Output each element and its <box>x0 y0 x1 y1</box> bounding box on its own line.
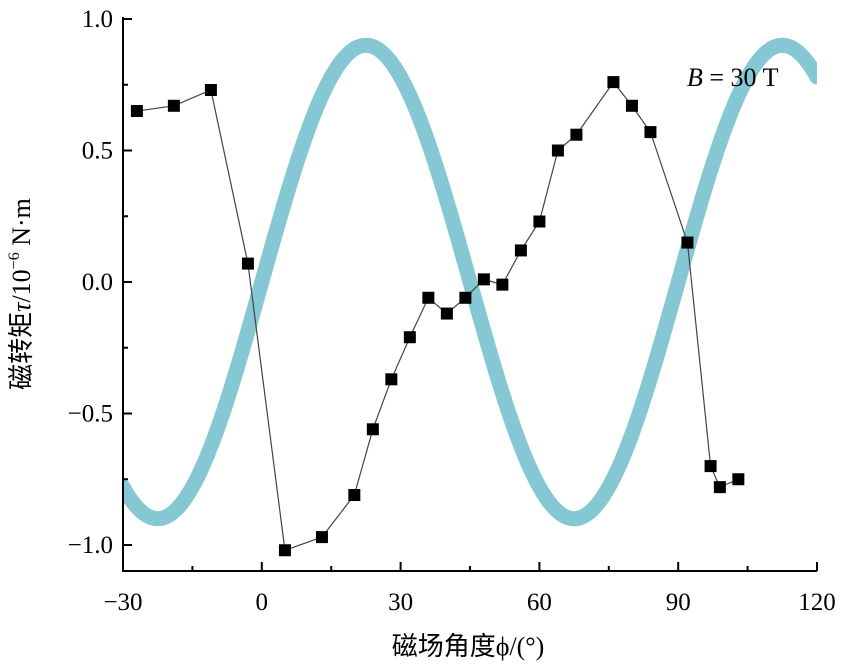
x-tick-label: 60 <box>527 589 552 616</box>
x-tick-label: 120 <box>798 589 836 616</box>
x-tick-label: 90 <box>666 589 691 616</box>
measured-series-group <box>130 76 745 557</box>
data-point-marker <box>366 423 379 436</box>
data-point-marker <box>130 105 143 118</box>
annotation-var: B <box>687 63 703 92</box>
data-point-marker <box>514 244 527 257</box>
y-axis-title-prefix: 磁转矩 <box>7 312 36 390</box>
fit-curve-group <box>123 37 817 527</box>
y-tick-label: 0.0 <box>82 269 113 296</box>
data-point-marker <box>348 489 361 502</box>
y-tick-label: −0.5 <box>68 401 113 428</box>
y-axis-title-symbol: τ <box>7 301 36 312</box>
x-tick-label: 30 <box>388 589 413 616</box>
data-point-marker <box>385 373 398 386</box>
data-point-marker <box>241 257 254 270</box>
data-point-marker <box>533 215 546 228</box>
y-tick-label: −1.0 <box>68 532 113 559</box>
y-tick-label: 0.5 <box>82 138 113 165</box>
data-point-marker <box>278 544 291 557</box>
x-tick-label: 0 <box>256 589 269 616</box>
y-axis-title-exp: −6 <box>6 252 23 269</box>
fit-curve <box>123 37 817 527</box>
x-tick-label: −30 <box>103 589 142 616</box>
data-point-marker <box>204 84 217 97</box>
ticks-group: 1.0 0.5 0.0 −0.5 −1.0 −30 0 30 60 90 120 <box>68 6 836 616</box>
data-point-marker <box>477 273 490 286</box>
y-axis-title-unit: /10 <box>7 269 36 302</box>
data-point-marker <box>167 99 180 112</box>
data-point-marker <box>459 291 472 304</box>
data-point-marker <box>644 126 657 139</box>
data-point-marker <box>496 278 509 291</box>
y-tick-label: 1.0 <box>82 6 113 33</box>
data-point-marker <box>625 99 638 112</box>
data-point-marker <box>422 291 435 304</box>
data-point-marker <box>570 128 583 141</box>
data-point-marker <box>732 473 745 486</box>
x-axis-title: 磁场角度ϕ/(°) <box>392 632 545 661</box>
data-point-marker <box>551 144 564 157</box>
data-point-marker <box>440 307 453 320</box>
field-annotation: B = 30 T <box>687 63 779 92</box>
data-point-marker <box>704 460 717 473</box>
data-point-marker <box>681 236 694 249</box>
annotation-rest: = 30 T <box>703 63 779 92</box>
data-point-marker <box>315 531 328 544</box>
y-axis-title: 磁转矩τ/10−6 N·m <box>6 198 36 390</box>
data-point-marker <box>713 481 726 494</box>
y-axis-title-suffix: N·m <box>7 198 36 252</box>
data-point-marker <box>403 331 416 344</box>
data-point-marker <box>607 76 620 89</box>
